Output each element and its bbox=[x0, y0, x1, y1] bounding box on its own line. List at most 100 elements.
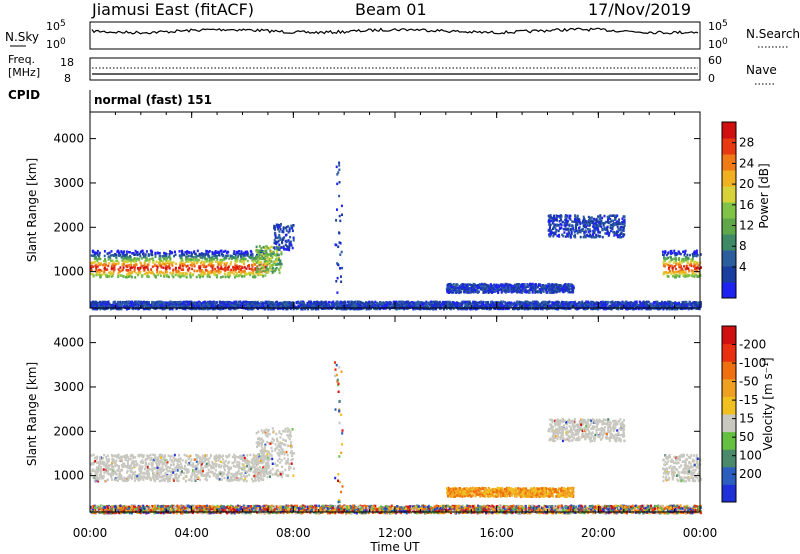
range-gate-cell bbox=[95, 251, 98, 255]
range-gate-cell bbox=[191, 264, 193, 267]
range-gate-cell bbox=[686, 261, 689, 264]
range-gate-cell bbox=[133, 270, 136, 273]
range-gate-cell bbox=[457, 289, 460, 293]
range-gate-cell bbox=[686, 273, 689, 276]
range-gate-cell bbox=[215, 260, 217, 263]
range-gate-cell bbox=[207, 253, 210, 256]
range-gate-cell bbox=[181, 274, 184, 277]
range-gate-cell bbox=[262, 263, 265, 267]
range-gate-cell bbox=[127, 257, 130, 260]
range-gate-cell bbox=[692, 261, 695, 264]
range-gate-cell bbox=[197, 259, 200, 262]
range-gate-cell bbox=[273, 269, 276, 273]
range-gate-cell bbox=[221, 275, 224, 278]
range-gate-cell bbox=[116, 259, 119, 263]
range-gate-cell bbox=[696, 253, 699, 257]
range-gate-cell bbox=[230, 257, 233, 261]
range-gate-cell bbox=[237, 267, 240, 270]
range-gate-cell bbox=[575, 225, 578, 228]
range-gate-cell bbox=[472, 282, 475, 286]
range-gate-cell bbox=[524, 290, 527, 294]
range-gate-cell bbox=[497, 289, 500, 293]
range-gate-cell bbox=[162, 255, 165, 258]
range-gate-cell bbox=[523, 285, 526, 288]
range-gate-cell bbox=[208, 275, 211, 279]
range-gate-cell bbox=[675, 263, 678, 266]
range-gate-cell bbox=[552, 222, 555, 226]
range-gate-cell bbox=[555, 288, 558, 291]
range-gate-cell bbox=[260, 265, 263, 268]
range-gate-cell bbox=[122, 261, 125, 264]
range-gate-cell bbox=[217, 269, 220, 272]
range-gate-cell bbox=[247, 308, 249, 311]
range-gate-cell bbox=[508, 301, 510, 304]
range-gate-cell bbox=[269, 249, 272, 252]
range-gate-cell bbox=[165, 267, 167, 270]
range-gate-cell bbox=[127, 275, 130, 278]
range-gate-cell bbox=[541, 284, 544, 287]
range-gate-cell bbox=[696, 269, 699, 272]
range-gate-cell bbox=[217, 253, 220, 256]
range-gate-cell bbox=[239, 268, 242, 271]
range-gate-cell bbox=[232, 265, 234, 269]
range-gate-cell bbox=[658, 305, 661, 309]
range-gate-cell bbox=[614, 218, 616, 221]
range-gate-cell bbox=[504, 283, 507, 286]
range-gate-cell bbox=[240, 255, 242, 258]
range-gate-cell bbox=[270, 245, 273, 248]
range-gate-cell bbox=[542, 290, 545, 293]
range-gate-cell bbox=[222, 268, 225, 271]
range-gate-cell bbox=[351, 306, 354, 309]
range-gate-cell bbox=[587, 215, 590, 219]
range-gate-cell bbox=[273, 227, 276, 230]
range-gate-cell bbox=[664, 250, 667, 254]
range-gate-cell bbox=[291, 229, 294, 233]
range-gate-cell bbox=[588, 224, 591, 227]
noise-left-tick-top: 105 bbox=[46, 19, 66, 33]
range-gate-cell bbox=[689, 261, 692, 265]
range-gate-cell bbox=[549, 287, 552, 291]
range-gate-cell bbox=[322, 304, 325, 308]
range-gate-cell bbox=[669, 259, 672, 262]
range-gate-cell bbox=[463, 288, 466, 291]
range-gate-cell bbox=[589, 221, 592, 224]
range-gate-cell bbox=[145, 250, 148, 253]
range-gate-cell bbox=[270, 260, 273, 263]
range-gate-cell bbox=[169, 260, 172, 264]
range-gate-cell bbox=[678, 275, 681, 278]
range-gate-cell bbox=[166, 265, 169, 268]
range-gate-cell bbox=[175, 270, 178, 273]
range-gate-cell bbox=[216, 258, 219, 261]
range-gate-cell bbox=[622, 223, 625, 226]
range-gate-cell bbox=[566, 220, 569, 223]
range-gate-cell bbox=[332, 304, 335, 308]
range-gate-cell bbox=[565, 215, 568, 219]
range-gate-cell bbox=[597, 231, 600, 234]
range-gate-cell bbox=[113, 268, 116, 271]
range-gate-cell bbox=[616, 230, 618, 233]
range-gate-cell bbox=[140, 257, 143, 260]
range-gate-cell bbox=[117, 268, 120, 271]
range-gate-cell bbox=[335, 306, 338, 309]
range-gate-cell bbox=[621, 229, 624, 232]
range-gate-cell bbox=[597, 220, 599, 223]
range-gate-cell bbox=[484, 288, 486, 291]
range-gate-cell bbox=[521, 289, 524, 293]
range-gate-cell bbox=[142, 252, 144, 256]
range-gate-cell bbox=[90, 272, 93, 276]
range-gate-cell bbox=[645, 307, 648, 311]
range-gate-cell bbox=[235, 264, 238, 267]
range-gate-cell bbox=[400, 300, 403, 303]
range-gate-cell bbox=[119, 274, 122, 277]
range-gate-cell bbox=[594, 222, 597, 225]
range-gate-cell bbox=[556, 283, 559, 287]
range-gate-cell bbox=[619, 226, 622, 229]
range-gate-cell bbox=[583, 225, 586, 229]
range-gate-cell bbox=[513, 301, 516, 305]
range-gate-cell bbox=[199, 265, 202, 268]
range-gate-cell bbox=[496, 285, 499, 289]
range-gate-cell bbox=[92, 274, 95, 277]
range-gate-cell bbox=[151, 271, 153, 274]
range-gate-cell bbox=[469, 288, 471, 292]
range-gate-cell bbox=[278, 226, 281, 229]
